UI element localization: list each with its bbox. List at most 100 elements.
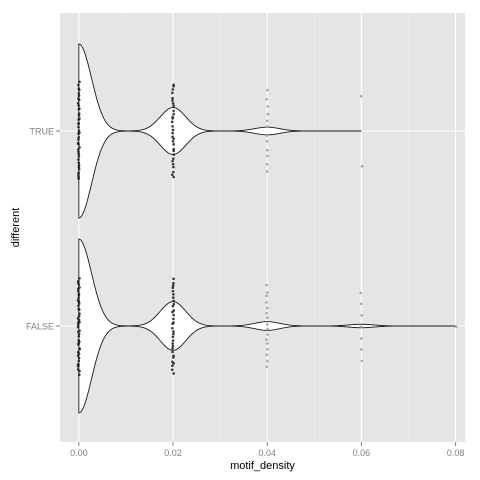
axis-layer: 0.00 0.02 0.04 0.06 0.08 TRUE FALSE xyxy=(26,127,464,459)
data-point xyxy=(171,310,174,314)
data-point xyxy=(77,332,81,336)
data-point xyxy=(78,369,81,373)
data-point xyxy=(171,125,174,128)
data-point xyxy=(360,337,363,340)
data-point xyxy=(171,135,174,139)
data-point xyxy=(172,109,175,113)
data-point xyxy=(77,359,81,363)
data-point xyxy=(78,146,81,149)
data-point xyxy=(265,170,269,173)
data-point xyxy=(170,173,174,177)
data-point xyxy=(77,292,81,295)
data-point xyxy=(77,373,81,376)
data-point xyxy=(77,161,81,165)
data-point xyxy=(77,171,80,175)
data-point xyxy=(77,165,81,169)
data-point xyxy=(172,104,175,108)
data-point xyxy=(76,330,80,334)
data-point xyxy=(77,114,81,117)
data-point xyxy=(266,112,270,116)
data-point xyxy=(266,327,269,331)
data-point xyxy=(77,294,81,297)
data-point xyxy=(171,350,174,354)
data-point xyxy=(266,306,269,310)
data-point xyxy=(78,312,81,316)
data-point xyxy=(76,323,80,327)
data-point xyxy=(172,302,176,306)
data-point xyxy=(265,163,269,166)
data-point xyxy=(265,134,269,137)
data-point xyxy=(77,343,80,346)
data-point xyxy=(77,175,80,179)
data-point xyxy=(171,163,175,166)
x-tick-label: 0.04 xyxy=(258,448,276,458)
data-point xyxy=(172,137,175,141)
data-point xyxy=(76,321,80,324)
data-point xyxy=(77,107,81,111)
data-point xyxy=(77,318,81,322)
data-point xyxy=(266,291,269,294)
data-point xyxy=(266,348,269,351)
data-point xyxy=(172,175,175,179)
data-point xyxy=(171,344,175,348)
x-axis-title: motif_density xyxy=(230,460,295,472)
data-point xyxy=(359,302,363,306)
data-point xyxy=(77,177,80,180)
data-point xyxy=(77,287,80,291)
data-point xyxy=(77,142,80,146)
data-point xyxy=(454,325,458,328)
data-point xyxy=(77,314,81,318)
x-tick-label: 0.02 xyxy=(164,448,182,458)
violin-layer xyxy=(78,43,456,414)
data-point xyxy=(77,104,81,107)
data-point xyxy=(265,365,269,369)
data-point xyxy=(76,354,80,358)
data-point xyxy=(77,300,81,303)
data-point xyxy=(172,277,175,281)
data-point xyxy=(171,342,174,345)
data-point xyxy=(265,139,269,143)
data-point xyxy=(77,98,81,102)
data-point xyxy=(77,167,81,171)
plot-panel xyxy=(60,13,465,442)
data-point xyxy=(172,149,175,153)
data-point xyxy=(170,120,174,124)
data-point xyxy=(171,88,175,91)
data-point xyxy=(360,164,364,168)
data-point xyxy=(266,359,269,363)
data-point xyxy=(77,132,80,135)
data-point xyxy=(76,325,80,329)
data-point xyxy=(171,99,174,102)
violin-false xyxy=(78,238,456,414)
data-point xyxy=(172,313,175,317)
data-point xyxy=(172,330,175,333)
data-point xyxy=(171,335,175,339)
data-point xyxy=(359,94,363,98)
data-point xyxy=(171,140,175,143)
y-tick-label: FALSE xyxy=(26,322,54,332)
data-point xyxy=(77,302,81,305)
data-point xyxy=(266,316,269,319)
data-point xyxy=(266,333,269,336)
data-point xyxy=(171,322,174,326)
violin-true xyxy=(78,43,362,219)
data-point xyxy=(265,311,268,315)
data-point xyxy=(171,289,175,293)
data-point xyxy=(77,304,80,308)
data-point xyxy=(77,296,80,300)
x-tick-label: 0.08 xyxy=(447,448,465,458)
data-point xyxy=(172,170,175,174)
data-point xyxy=(77,308,81,311)
data-point xyxy=(266,125,269,129)
data-point xyxy=(172,281,175,285)
data-point xyxy=(265,323,269,326)
data-point xyxy=(77,173,80,176)
data-point xyxy=(77,83,80,87)
data-point xyxy=(77,158,80,161)
data-point xyxy=(171,128,175,132)
data-point xyxy=(172,299,175,303)
data-point xyxy=(171,339,175,342)
data-point xyxy=(76,101,80,105)
data-point xyxy=(171,91,174,95)
